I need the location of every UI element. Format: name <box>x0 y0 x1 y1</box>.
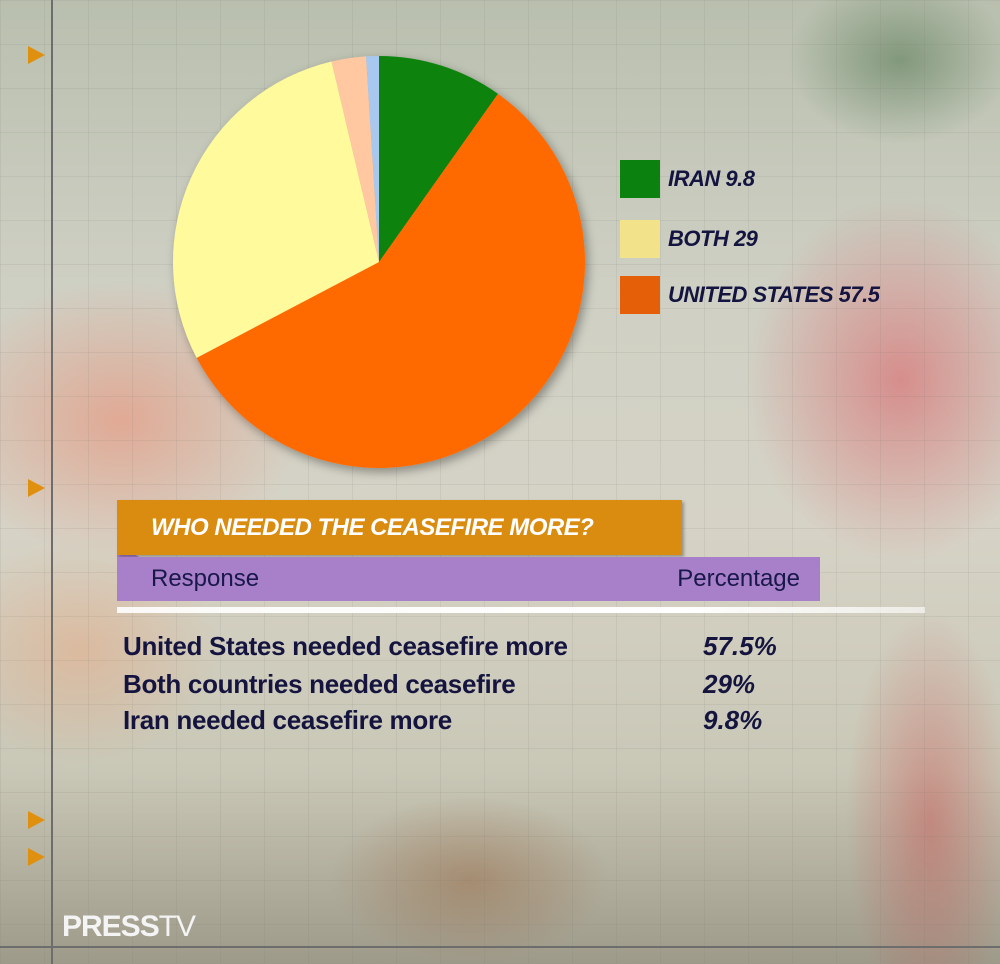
presstv-logo: PRESSTV <box>62 910 196 944</box>
frame-vertical-line <box>51 0 53 964</box>
legend-item-united-states: UNITED STATES 57.5 <box>620 276 880 314</box>
chart-title: WHO NEEDED THE CEASEFIRE MORE? <box>151 514 594 541</box>
triangle-marker-icon <box>28 46 45 64</box>
pie-slice-united-states <box>196 93 586 468</box>
header-response: Response <box>151 565 260 592</box>
pie-chart <box>172 56 586 468</box>
header-percentage: Percentage <box>677 565 800 592</box>
chart-title-banner: WHO NEEDED THE CEASEFIRE MORE? <box>117 500 682 555</box>
legend-swatch <box>620 276 660 314</box>
legend-label: IRAN 9.8 <box>668 166 755 191</box>
pie-slice-iran <box>379 56 498 262</box>
triangle-marker-icon <box>28 848 45 866</box>
table-row-percentage: 9.8% <box>703 705 763 735</box>
pie-slice-other-4 <box>366 56 379 262</box>
pie-slice-both <box>172 61 379 358</box>
legend-item-iran: IRAN 9.8 <box>620 160 755 198</box>
legend-swatch <box>620 220 660 258</box>
table-row-response: Iran needed ceasefire more <box>123 705 452 735</box>
table-row-percentage: 57.5% <box>703 631 777 661</box>
triangle-marker-icon <box>28 479 45 497</box>
legend-label: BOTH 29 <box>668 226 758 251</box>
legend-swatch <box>620 160 660 198</box>
divider <box>117 607 925 613</box>
logo-press: PRESS <box>62 910 160 943</box>
pie-slice-other-3 <box>331 56 379 262</box>
table-row-percentage: 29% <box>703 669 756 699</box>
triangle-marker-icon <box>28 811 45 829</box>
table-header: Response Percentage <box>117 557 820 601</box>
table-row-response: United States needed ceasefire more <box>123 631 568 661</box>
legend-label: UNITED STATES 57.5 <box>668 282 880 307</box>
logo-tv: TV <box>158 910 196 943</box>
legend-item-both: BOTH 29 <box>620 220 758 258</box>
table-row-response: Both countries needed ceasefire <box>123 669 516 699</box>
frame-horizontal-line <box>0 946 1000 948</box>
